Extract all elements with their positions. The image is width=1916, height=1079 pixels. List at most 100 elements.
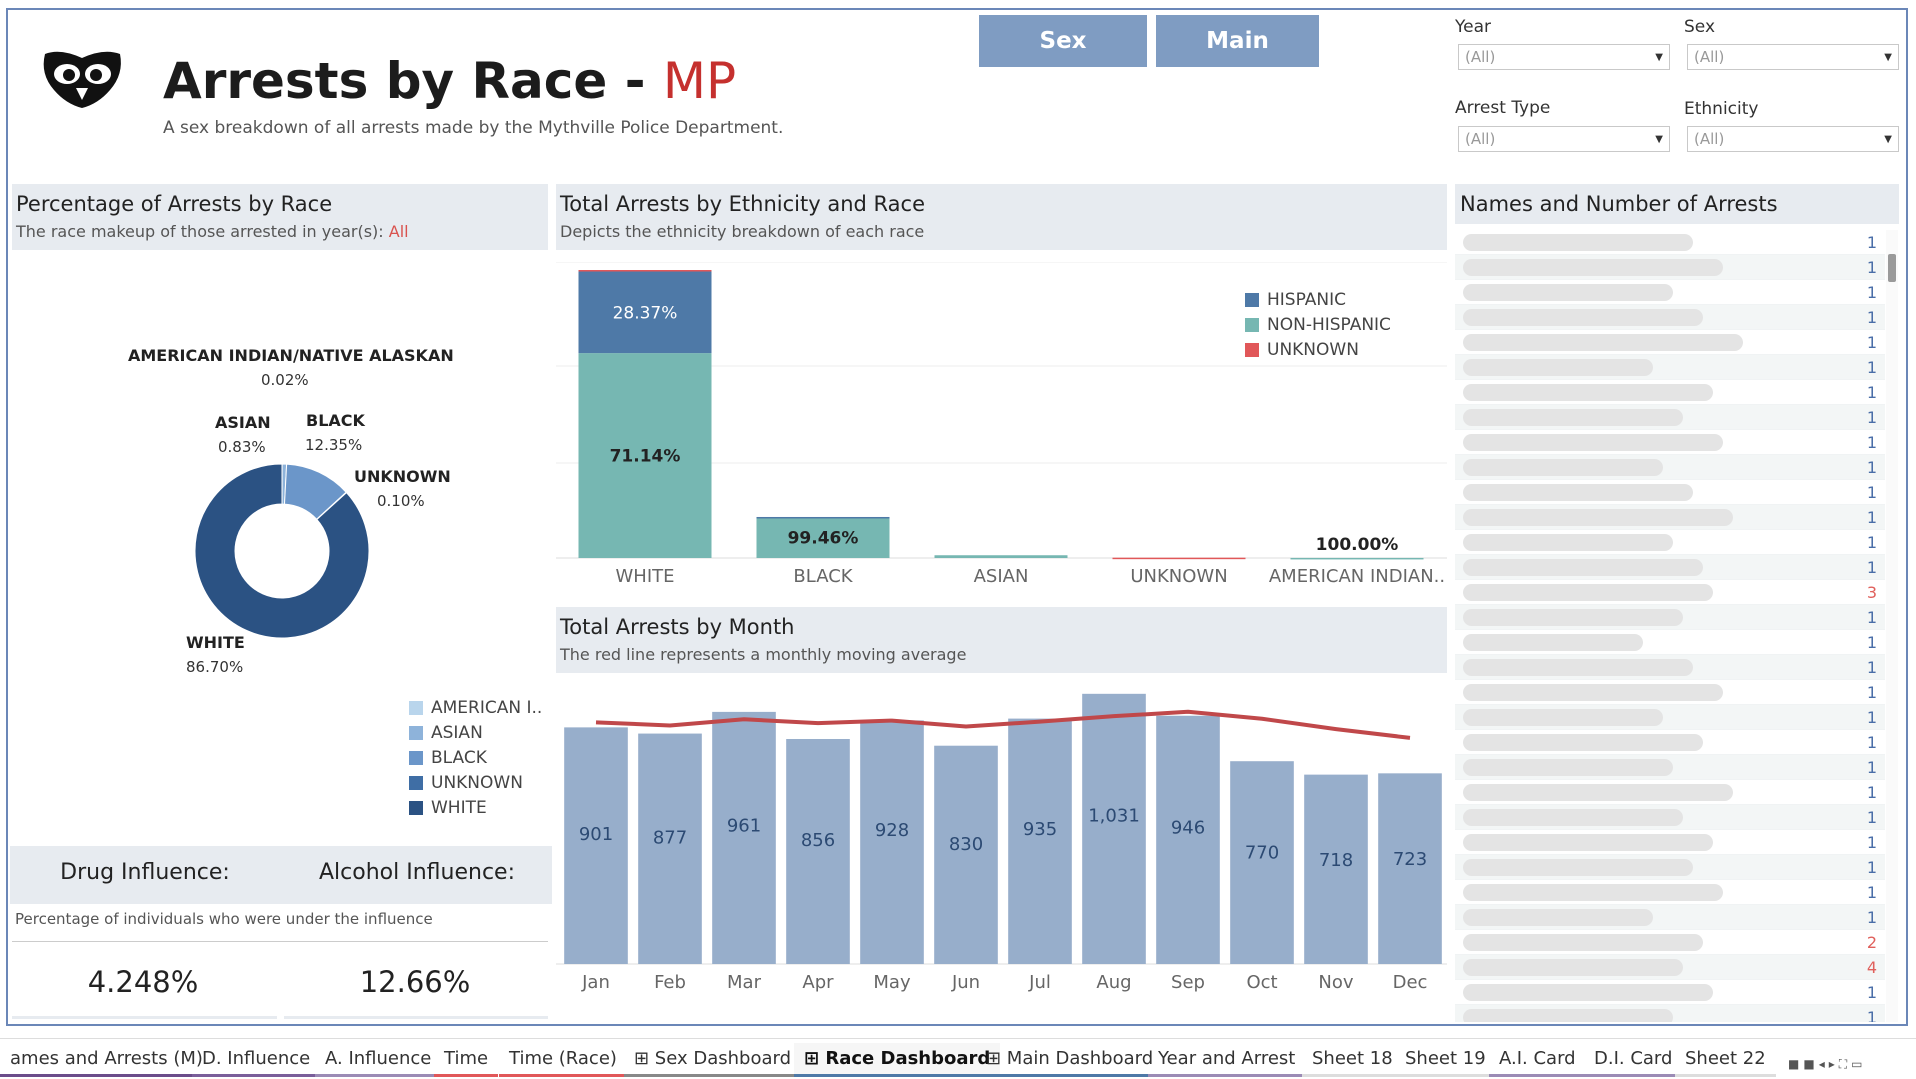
filter-ethnicity-select[interactable]: (All)▼ xyxy=(1687,126,1899,152)
tab-sheet-22[interactable]: Sheet 22 xyxy=(1675,1043,1776,1077)
list-item[interactable]: 1 xyxy=(1455,655,1885,680)
bar-apr[interactable] xyxy=(786,739,850,964)
list-item[interactable]: 1 xyxy=(1455,905,1885,930)
legend-item[interactable]: NON-HISPANIC xyxy=(1245,312,1391,337)
list-item[interactable]: 1 xyxy=(1455,730,1885,755)
x-tick-label: Aug xyxy=(1096,972,1131,993)
legend-item[interactable]: WHITE xyxy=(409,795,542,820)
list-item[interactable]: 1 xyxy=(1455,855,1885,880)
list-item[interactable]: 1 xyxy=(1455,280,1885,305)
tab-nav-controls[interactable]: ■■◂▸⛶▭ xyxy=(1788,1057,1867,1072)
tab-sex-dashboard[interactable]: ⊞ Sex Dashboard xyxy=(624,1043,801,1077)
tab-a-influence[interactable]: A. Influence xyxy=(315,1043,441,1077)
tab-a-i-card[interactable]: A.I. Card xyxy=(1489,1043,1586,1077)
legend-item[interactable]: UNKNOWN xyxy=(409,770,542,795)
redacted-name xyxy=(1463,759,1673,776)
legend-item[interactable]: AMERICAN I.. xyxy=(409,695,542,720)
bar-asian-non-hispanic[interactable] xyxy=(935,555,1068,558)
names-scrollbar[interactable] xyxy=(1886,230,1898,1022)
list-item[interactable]: 2 xyxy=(1455,930,1885,955)
list-item[interactable]: 1 xyxy=(1455,980,1885,1005)
list-item[interactable]: 1 xyxy=(1455,755,1885,780)
arrest-count: 1 xyxy=(1867,808,1877,827)
scrollbar-thumb[interactable] xyxy=(1888,254,1896,282)
redacted-name xyxy=(1463,984,1713,1001)
bar-sep[interactable] xyxy=(1156,716,1220,964)
list-item[interactable]: 1 xyxy=(1455,830,1885,855)
legend-item[interactable]: HISPANIC xyxy=(1245,287,1391,312)
list-item[interactable]: 1 xyxy=(1455,605,1885,630)
list-item[interactable]: 1 xyxy=(1455,330,1885,355)
list-item[interactable]: 1 xyxy=(1455,530,1885,555)
bar-white-unknown[interactable] xyxy=(579,270,712,272)
list-item[interactable]: 1 xyxy=(1455,555,1885,580)
list-item[interactable]: 1 xyxy=(1455,455,1885,480)
list-item[interactable]: 1 xyxy=(1455,405,1885,430)
legend-swatch xyxy=(409,751,423,765)
tab-time[interactable]: Time xyxy=(434,1043,498,1077)
bar-unknown-unknown[interactable] xyxy=(1113,558,1246,560)
bar-jul[interactable] xyxy=(1008,719,1072,964)
bar-american-indian--non-hispanic[interactable] xyxy=(1291,558,1424,560)
list-item[interactable]: 1 xyxy=(1455,255,1885,280)
bar-aug[interactable] xyxy=(1082,694,1146,964)
list-item[interactable]: 1 xyxy=(1455,480,1885,505)
tab-prev-icon[interactable]: ◂ xyxy=(1819,1057,1829,1071)
tab-main-dashboard[interactable]: ⊞ Main Dashboard xyxy=(976,1043,1163,1077)
tab-year-and-arrest[interactable]: Year and Arrest xyxy=(1148,1043,1305,1077)
list-item[interactable]: 1 xyxy=(1455,1005,1885,1022)
bar-data-label: 28.37% xyxy=(613,303,678,323)
fullscreen-icon[interactable]: ⛶ xyxy=(1839,1057,1851,1071)
list-item[interactable]: 1 xyxy=(1455,805,1885,830)
donut-label-black: BLACK xyxy=(306,411,365,430)
list-item[interactable]: 1 xyxy=(1455,430,1885,455)
tab-d-i-card[interactable]: D.I. Card xyxy=(1584,1043,1682,1077)
bar-value-label: 961 xyxy=(727,815,761,836)
filter-year-select[interactable]: (All)▼ xyxy=(1458,44,1670,70)
list-item[interactable]: 1 xyxy=(1455,505,1885,530)
list-item[interactable]: 1 xyxy=(1455,355,1885,380)
list-item[interactable]: 1 xyxy=(1455,680,1885,705)
tab-sheet-19[interactable]: Sheet 19 xyxy=(1395,1043,1496,1077)
filter-sex-select[interactable]: (All)▼ xyxy=(1687,44,1899,70)
tab-sheet-18[interactable]: Sheet 18 xyxy=(1302,1043,1403,1077)
chevron-down-icon: ▼ xyxy=(1655,52,1663,63)
list-item[interactable]: 3 xyxy=(1455,580,1885,605)
list-item[interactable]: 1 xyxy=(1455,305,1885,330)
bar-jan[interactable] xyxy=(564,727,628,964)
legend-item[interactable]: ASIAN xyxy=(409,720,542,745)
redacted-name xyxy=(1463,659,1693,676)
main-dashboard-button[interactable]: Main xyxy=(1156,15,1319,67)
list-item[interactable]: 1 xyxy=(1455,705,1885,730)
x-tick-label: Nov xyxy=(1318,972,1353,993)
monthly-arrests-bar-chart: 901Jan877Feb961Mar856Apr928May830Jun935J… xyxy=(556,680,1447,1000)
bar-black-hispanic[interactable] xyxy=(757,517,890,519)
tab-time-race[interactable]: Time (Race) xyxy=(499,1043,627,1077)
tab-next-icon[interactable]: ▸ xyxy=(1829,1057,1839,1071)
tab-race-dashboard[interactable]: ⊞ Race Dashboard xyxy=(794,1043,1000,1077)
tab-ames-and-arrests-m[interactable]: ames and Arrests (M) xyxy=(0,1043,213,1077)
x-tick-label: Jul xyxy=(1028,972,1051,993)
list-item[interactable]: 1 xyxy=(1455,230,1885,255)
list-item[interactable]: 1 xyxy=(1455,780,1885,805)
bar-may[interactable] xyxy=(860,720,924,964)
legend-swatch xyxy=(1245,293,1259,307)
present-icon[interactable]: ▭ xyxy=(1851,1057,1866,1071)
list-item[interactable]: 1 xyxy=(1455,380,1885,405)
bar-feb[interactable] xyxy=(638,734,702,964)
sex-dashboard-button[interactable]: Sex xyxy=(979,15,1147,67)
filter-ethnicity-label: Ethnicity xyxy=(1684,99,1758,119)
kpi-underline xyxy=(284,1016,548,1019)
list-item[interactable]: 1 xyxy=(1455,880,1885,905)
tab-grid-icon[interactable]: ■ xyxy=(1803,1057,1818,1071)
bar-mar[interactable] xyxy=(712,712,776,964)
tab-d-influence[interactable]: D. Influence xyxy=(192,1043,320,1077)
list-item[interactable]: 1 xyxy=(1455,630,1885,655)
arrest-count: 1 xyxy=(1867,483,1877,502)
legend-item[interactable]: UNKNOWN xyxy=(1245,337,1391,362)
tab-grid-small-icon[interactable]: ■ xyxy=(1788,1057,1803,1071)
list-item[interactable]: 4 xyxy=(1455,955,1885,980)
filter-arrest-type-select[interactable]: (All)▼ xyxy=(1458,126,1670,152)
legend-item[interactable]: BLACK xyxy=(409,745,542,770)
